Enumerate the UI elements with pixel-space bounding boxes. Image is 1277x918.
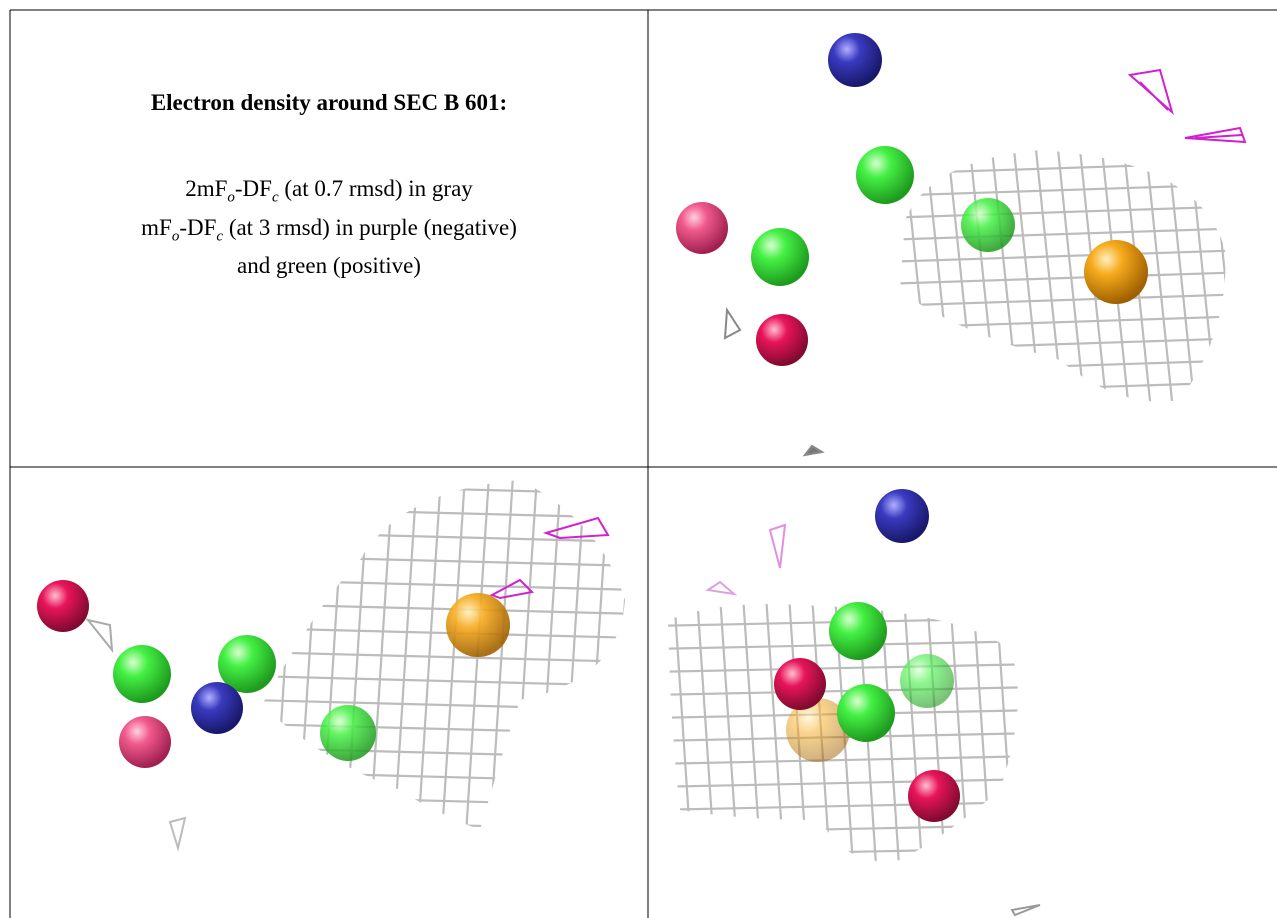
caption-line: 2mFo-DFc (at 0.7 rmsd) in gray (11, 174, 647, 213)
text-part: mF (141, 214, 172, 240)
atom (751, 228, 809, 286)
subscript: o (227, 189, 235, 206)
atom (1084, 240, 1148, 304)
caption: Electron density around SEC B 601: 2mFo-… (11, 90, 647, 281)
text-part: (at 3 rmsd) in purple (negative) (223, 214, 517, 240)
text-part: and green (positive) (237, 253, 421, 279)
atom (875, 489, 929, 543)
mesh-fragments (85, 306, 1041, 917)
density-mesh (262, 480, 625, 830)
atom (908, 770, 960, 822)
table-borders (9, 9, 1277, 918)
atom (446, 593, 510, 657)
atom (900, 654, 954, 708)
difference-density (489, 68, 1247, 600)
atom (191, 682, 243, 734)
subscript: o (171, 228, 180, 245)
density-mesh (900, 150, 1226, 402)
atoms (37, 33, 1148, 822)
caption-line: and green (positive) (11, 251, 647, 281)
atom (113, 645, 171, 703)
caption-line: mFo-DFc (at 3 rmsd) in purple (negative) (11, 213, 647, 252)
atom (676, 202, 728, 254)
atom (828, 33, 882, 87)
caption-lines: 2mFo-DFc (at 0.7 rmsd) in gray mFo-DFc (a… (11, 174, 647, 281)
text-part: -DF (179, 214, 217, 240)
atom (320, 705, 376, 761)
atom (119, 716, 171, 768)
text-part: 2mF (185, 176, 228, 201)
atom (837, 684, 895, 742)
atom (774, 658, 826, 710)
atom (829, 602, 887, 660)
caption-title: Electron density around SEC B 601: (150, 90, 508, 115)
atom (856, 146, 914, 204)
atom (786, 698, 850, 762)
text-part: (at 0.7 rmsd) in gray (278, 176, 473, 201)
subscript: c (216, 228, 224, 245)
atom (961, 198, 1015, 252)
atom (756, 314, 808, 366)
atom (218, 635, 276, 693)
text-part: -DF (234, 176, 272, 201)
subscript: c (271, 189, 279, 206)
atom (37, 580, 89, 632)
